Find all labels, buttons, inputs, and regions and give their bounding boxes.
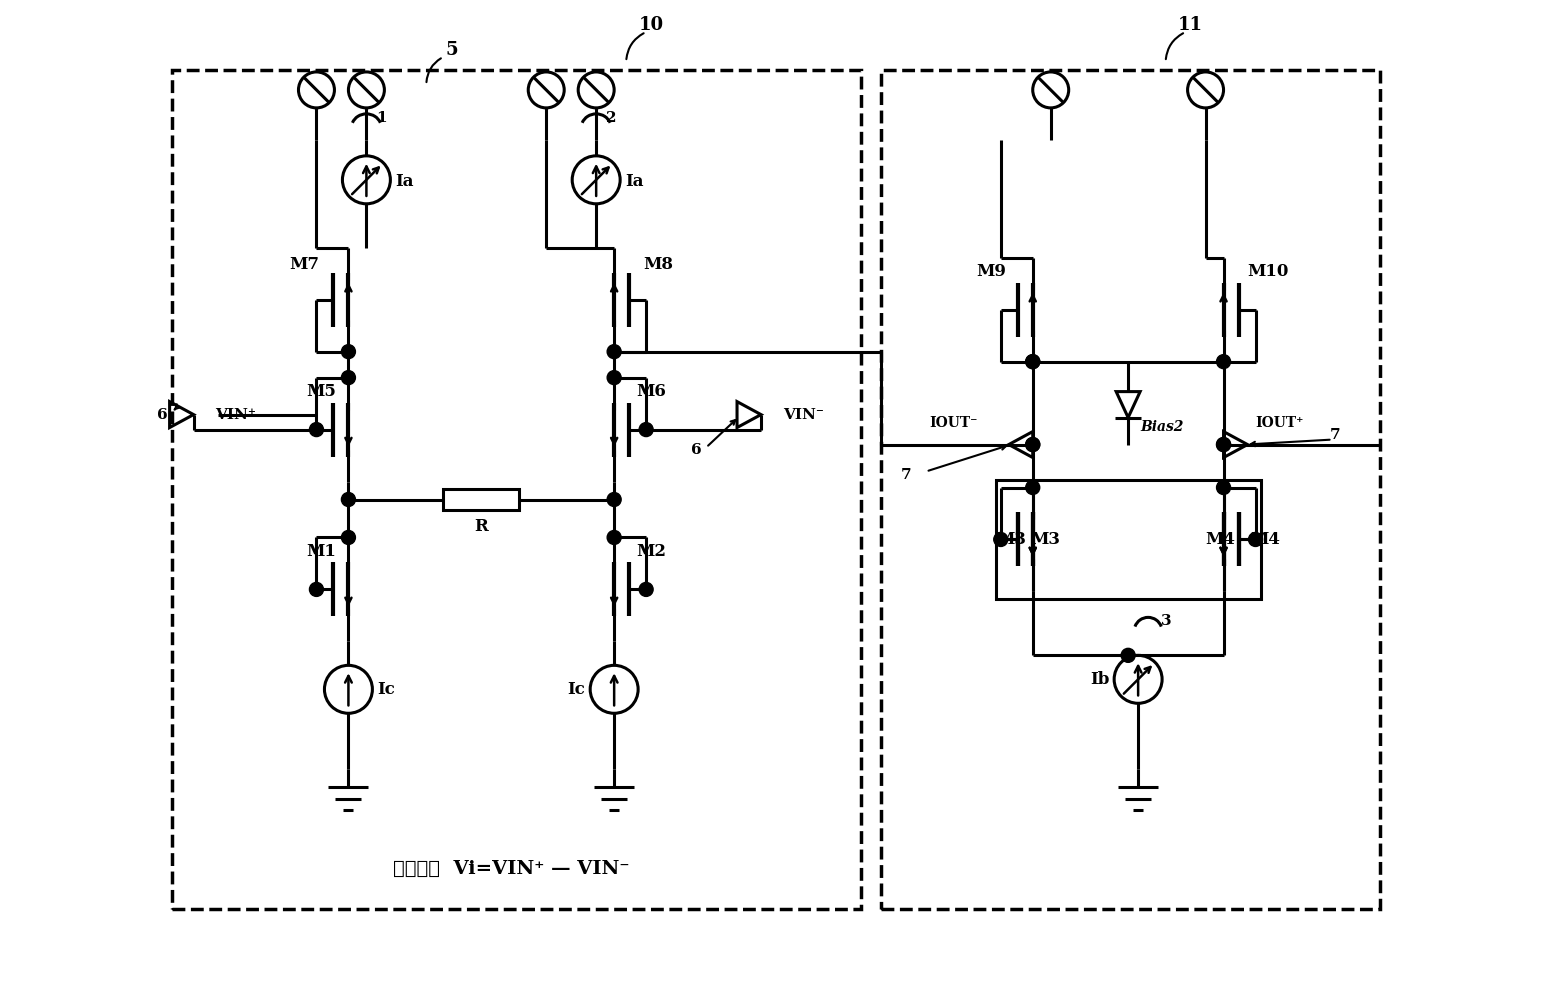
Bar — [880, 70, 1380, 909]
Circle shape — [1217, 355, 1231, 369]
Circle shape — [341, 371, 355, 385]
Circle shape — [1217, 481, 1231, 495]
Text: R: R — [475, 517, 489, 535]
Text: 11: 11 — [1178, 16, 1203, 34]
Bar — [444, 489, 520, 510]
Circle shape — [1025, 481, 1039, 495]
Text: 输入电压  Vi=VIN⁺ — VIN⁻: 输入电压 Vi=VIN⁺ — VIN⁻ — [393, 860, 629, 878]
Text: Ia: Ia — [625, 173, 643, 191]
Circle shape — [1217, 438, 1231, 452]
Circle shape — [608, 371, 621, 385]
Circle shape — [341, 493, 355, 506]
Circle shape — [608, 345, 621, 359]
Text: M3: M3 — [996, 530, 1025, 548]
Text: M9: M9 — [976, 263, 1005, 281]
Text: IOUT⁺: IOUT⁺ — [1255, 416, 1305, 430]
Text: M3: M3 — [1030, 530, 1061, 548]
Text: M8: M8 — [643, 256, 674, 274]
Text: M4: M4 — [1206, 530, 1235, 548]
Circle shape — [341, 345, 355, 359]
Circle shape — [638, 582, 654, 596]
Text: Ia: Ia — [395, 173, 413, 191]
Text: M10: M10 — [1247, 263, 1288, 281]
Circle shape — [1217, 438, 1231, 452]
Text: Ic: Ic — [567, 680, 584, 698]
Text: 6: 6 — [157, 408, 167, 422]
Bar — [171, 70, 860, 909]
Circle shape — [638, 423, 654, 437]
Text: M6: M6 — [637, 383, 666, 401]
Bar — [996, 480, 1260, 599]
Circle shape — [1025, 355, 1039, 369]
Text: Bias2: Bias2 — [1140, 420, 1184, 434]
Text: M2: M2 — [637, 542, 666, 560]
Text: M4: M4 — [1251, 530, 1280, 548]
Text: VIN⁺: VIN⁺ — [216, 408, 256, 422]
Text: VIN⁻: VIN⁻ — [783, 408, 823, 422]
Circle shape — [310, 582, 324, 596]
Text: Ic: Ic — [378, 680, 395, 698]
Text: 2: 2 — [606, 111, 617, 125]
Text: 5: 5 — [446, 41, 458, 59]
Circle shape — [608, 493, 621, 506]
Text: M5: M5 — [307, 383, 336, 401]
Circle shape — [341, 530, 355, 544]
Circle shape — [1121, 648, 1135, 662]
Text: Ib: Ib — [1090, 670, 1110, 688]
Text: 3: 3 — [1161, 614, 1172, 628]
Circle shape — [1025, 438, 1039, 452]
Text: 7: 7 — [901, 468, 911, 482]
Circle shape — [1025, 438, 1039, 452]
Text: M1: M1 — [307, 542, 336, 560]
Circle shape — [993, 532, 1008, 546]
Circle shape — [1025, 355, 1039, 369]
Text: 6: 6 — [691, 443, 702, 457]
Circle shape — [608, 530, 621, 544]
Text: 7: 7 — [1331, 428, 1340, 442]
Text: M7: M7 — [290, 256, 319, 274]
Circle shape — [310, 423, 324, 437]
Text: 1: 1 — [376, 111, 387, 125]
Circle shape — [1249, 532, 1263, 546]
Text: IOUT⁻: IOUT⁻ — [930, 416, 978, 430]
Text: 10: 10 — [638, 16, 663, 34]
